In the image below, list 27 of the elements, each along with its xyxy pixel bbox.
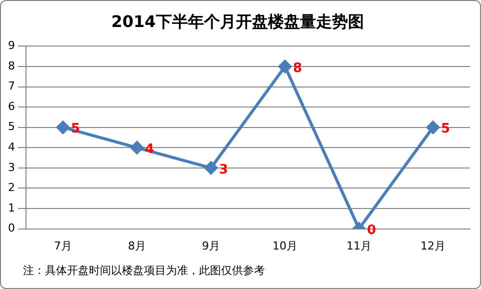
x-tick-label: 8月	[128, 239, 146, 252]
x-tick-label: 9月	[202, 239, 220, 252]
point	[56, 120, 70, 134]
point	[204, 161, 218, 174]
y-tick-label: 9	[8, 39, 15, 52]
x-tick-label: 7月	[54, 239, 72, 252]
x-tick-label: 12月	[420, 239, 446, 252]
y-tick-label: 7	[8, 80, 15, 93]
data-label: 3	[219, 162, 228, 178]
y-tick-label: 8	[8, 59, 15, 72]
y-tick-label: 2	[8, 181, 15, 194]
data-label: 5	[441, 122, 450, 137]
y-tick-label: 3	[8, 160, 15, 174]
y-tick-label: 5	[8, 120, 15, 134]
point	[426, 120, 440, 134]
data-label: 8	[293, 60, 302, 76]
y-tick-label: 4	[8, 140, 15, 154]
chart-title: 2014下半年个月开盘楼盘量走势图	[111, 12, 364, 31]
y-tick-label: 0	[8, 222, 15, 235]
x-tick-label: 11月	[346, 239, 372, 252]
point	[130, 141, 144, 154]
y-tick-label: 6	[8, 100, 15, 113]
point	[278, 60, 292, 73]
x-tick-label: 10月	[272, 239, 298, 252]
text: 注：具体开盘时间以楼盘项目为准，此图仅供参考	[23, 263, 265, 278]
data-label: 0	[367, 223, 376, 238]
y-tick-label: 1	[8, 201, 15, 214]
